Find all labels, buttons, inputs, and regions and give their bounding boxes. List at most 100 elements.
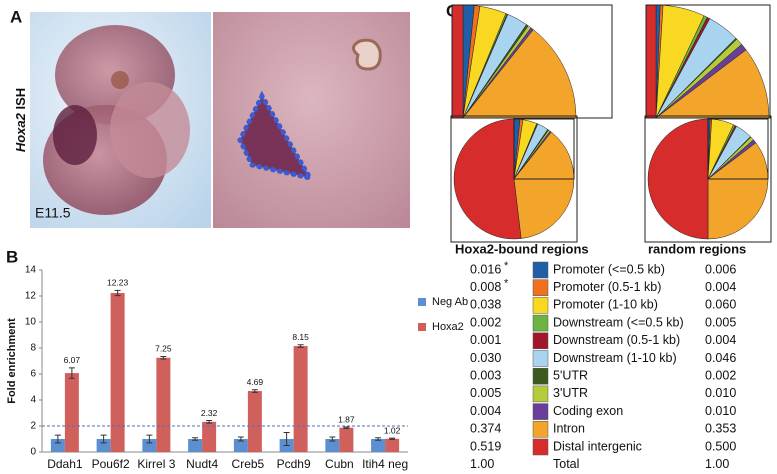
error-bar	[100, 434, 107, 444]
y-tick-label: 2	[30, 421, 36, 432]
significance-mark: *	[504, 260, 509, 272]
stain-text: ISH	[13, 88, 28, 110]
pie-slice	[513, 131, 575, 239]
value-label: 6.07	[64, 355, 81, 365]
pie-title: Hoxa2-bound regions	[455, 241, 589, 256]
table-value: 0.001	[470, 333, 501, 347]
zoom-frame	[645, 4, 771, 119]
legend-swatch	[532, 261, 549, 279]
bar	[293, 346, 308, 452]
pie-slice	[707, 142, 769, 240]
table-value: 0.008	[470, 280, 501, 294]
legend-swatch	[532, 279, 549, 296]
bar	[156, 357, 171, 452]
table-value: 0.005	[470, 386, 501, 400]
bar	[385, 438, 400, 452]
pie-zoom	[452, 5, 577, 118]
table-value: 0.004	[470, 404, 501, 418]
ish-images	[30, 12, 410, 228]
legend-swatch	[532, 367, 549, 385]
table-value: 0.010	[705, 386, 736, 400]
error-bar	[54, 434, 61, 444]
x-tick-label: Pou6f2	[92, 457, 130, 471]
legend-swatch	[532, 385, 549, 403]
bar	[202, 421, 217, 452]
pie	[647, 118, 769, 240]
table-value: 0.005	[705, 315, 736, 329]
pie-slice	[453, 118, 522, 240]
error-bar	[206, 420, 213, 424]
legend-label: 5'UTR	[553, 368, 588, 382]
stage-label: E11.5	[35, 205, 71, 221]
table-value: 0.060	[705, 298, 736, 312]
bar	[339, 427, 354, 452]
stain-gene: Hoxa2	[13, 112, 28, 152]
value-label: 4.69	[247, 377, 264, 387]
legend-swatch	[532, 297, 549, 314]
error-bar	[237, 436, 244, 442]
legend-swatch	[532, 350, 549, 367]
panel-label: B	[6, 247, 18, 266]
legend-swatch	[532, 332, 549, 350]
error-bar	[114, 289, 121, 297]
bar	[371, 439, 386, 452]
stain-label: Hoxa2 ISH	[13, 88, 28, 152]
x-tick-label: Itih4 neg	[362, 457, 408, 471]
bar	[110, 293, 125, 452]
value-label: 12.23	[107, 278, 129, 288]
total-label: Total	[553, 457, 579, 471]
value-label: 1.02	[384, 425, 401, 435]
error-bar	[160, 355, 167, 360]
table-value: 0.002	[470, 315, 501, 329]
bar	[247, 391, 262, 452]
table-value: 0.519	[470, 439, 501, 453]
legend-label: Distal intergenic	[553, 439, 642, 453]
pie-slice	[452, 5, 464, 118]
legend-label: Downstream (<=0.5 kb)	[553, 315, 684, 329]
legend-label: Intron	[553, 422, 585, 436]
y-axis-label: Fold enrichment	[6, 318, 18, 404]
table-value: 0.006	[705, 262, 736, 276]
pie-slice	[647, 118, 709, 240]
value-label: 8.15	[292, 332, 309, 342]
error-bar	[329, 436, 336, 442]
error-bar	[283, 432, 290, 446]
error-bar	[389, 437, 396, 440]
pie-zoom	[646, 5, 770, 118]
legend-label: Hoxa2	[432, 321, 464, 333]
legend-label: Neg Ab	[432, 296, 468, 308]
legend-swatch	[532, 438, 549, 456]
legend-label: Downstream (0.5-1 kb)	[553, 333, 680, 347]
error-bar	[146, 434, 153, 444]
y-tick-label: 14	[25, 265, 37, 276]
y-tick-label: 10	[25, 317, 37, 328]
error-bar	[375, 437, 382, 441]
pie-slice	[655, 49, 770, 118]
x-tick-label: Cubn	[325, 457, 354, 471]
y-tick-label: 0	[30, 447, 36, 458]
bar	[96, 439, 111, 452]
error-bar	[192, 437, 199, 441]
pie-frame	[450, 115, 578, 243]
bar	[188, 439, 203, 452]
error-bar	[297, 344, 304, 348]
error-bar	[343, 426, 350, 429]
value-label: 1.87	[338, 414, 355, 424]
y-tick-label: 8	[30, 343, 36, 354]
x-tick-label: Nudt4	[186, 457, 218, 471]
bar	[50, 439, 65, 452]
inset-box	[707, 118, 769, 180]
legend-swatch	[532, 314, 549, 332]
table-value: 0.010	[705, 404, 736, 418]
y-tick-label: 12	[25, 291, 37, 302]
inset-box	[513, 118, 575, 180]
table-value: 0.004	[705, 280, 736, 294]
legend-swatch	[418, 298, 426, 306]
x-tick-label: Creb5	[232, 457, 265, 471]
legend-swatch	[532, 403, 549, 420]
table-value: 0.030	[470, 351, 501, 365]
x-tick-label: Ddah1	[47, 457, 83, 471]
table-value: 0.500	[705, 439, 736, 453]
x-tick-label: Kirrel 3	[137, 457, 175, 471]
